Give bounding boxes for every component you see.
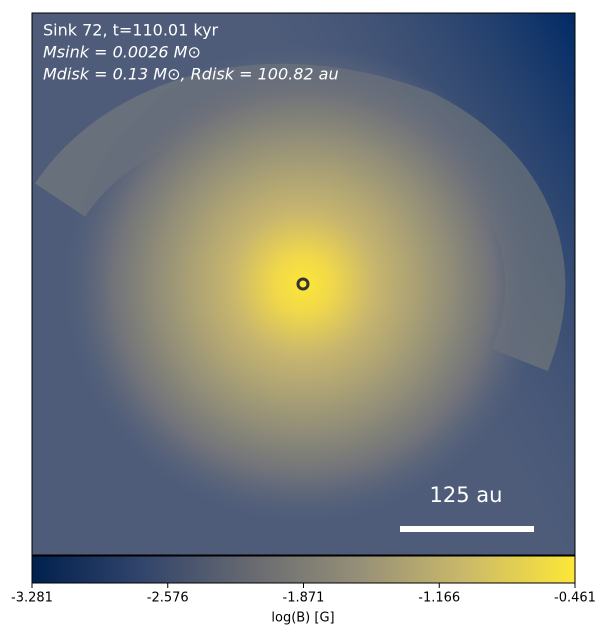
scale-bar-label: 125 au [430, 483, 503, 507]
annotation: Mdisk = 0.13 M⊙, Rdisk = 100.82 au [43, 65, 339, 84]
colorbar-tick-label: -0.461 [554, 591, 596, 606]
colorbar-tick-label: -1.166 [418, 591, 460, 606]
colorbar-tick-label: -1.871 [283, 591, 325, 606]
colorbar [31, 555, 576, 584]
sink-marker [296, 277, 310, 291]
annotation: Sink 72, t=110.01 kyr [43, 21, 219, 40]
field-image [32, 13, 575, 555]
colorbar-tick-label: -3.281 [11, 591, 53, 606]
plot-frame [31, 12, 576, 556]
annotation: Msink = 0.0026 M⊙ [43, 43, 201, 62]
colorbar-tick-label: -2.576 [147, 591, 189, 606]
colorbar-label: log(B) [G] [271, 611, 334, 626]
